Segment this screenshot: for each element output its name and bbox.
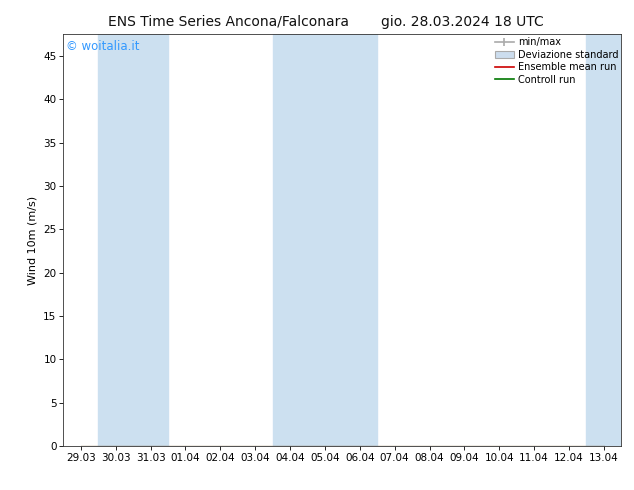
- Bar: [273, 34, 377, 446]
- Y-axis label: Wind 10m (m/s): Wind 10m (m/s): [28, 196, 37, 285]
- Text: ENS Time Series Ancona/Falconara: ENS Time Series Ancona/Falconara: [108, 15, 349, 29]
- Text: © woitalia.it: © woitalia.it: [66, 41, 139, 53]
- Legend: min/max, Deviazione standard, Ensemble mean run, Controll run: min/max, Deviazione standard, Ensemble m…: [495, 37, 618, 84]
- Bar: [98, 34, 168, 446]
- Bar: [586, 34, 621, 446]
- Text: gio. 28.03.2024 18 UTC: gio. 28.03.2024 18 UTC: [382, 15, 544, 29]
